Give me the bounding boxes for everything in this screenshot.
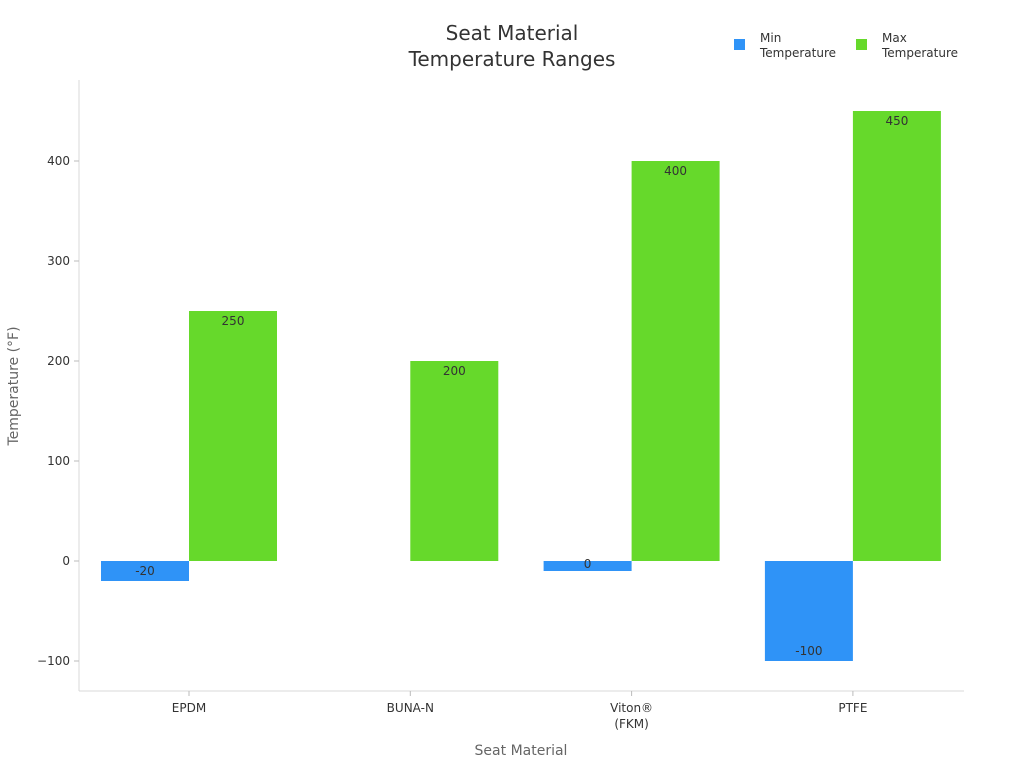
bar-value-label: 200 — [443, 364, 466, 378]
axes: −100 0 100 200 300 400 EPDM BUNA-N Viton® (FKM) PT… — [6, 80, 964, 759]
x-tick-label: (FKM) — [614, 717, 649, 731]
bar — [631, 161, 720, 561]
legend-swatch — [856, 39, 867, 50]
bar — [189, 311, 277, 561]
bar-value-label: 0 — [584, 557, 592, 571]
bar — [410, 361, 499, 561]
y-tick-label: −100 — [37, 654, 70, 668]
y-tick-label: 0 — [62, 554, 70, 568]
chart-title-line: Temperature Ranges — [408, 47, 616, 71]
y-tick-label: 100 — [47, 454, 70, 468]
x-tick-label: PTFE — [838, 701, 867, 715]
bar-value-label: -20 — [135, 564, 155, 578]
x-tick-label: Viton® — [610, 701, 653, 715]
bar — [852, 111, 941, 561]
chart-title-line: Seat Material — [446, 21, 579, 45]
bar — [101, 561, 189, 581]
legend-label: Temperature — [759, 46, 836, 60]
x-tick-label: EPDM — [172, 701, 206, 715]
bar-value-label: 400 — [664, 164, 687, 178]
bar-value-label: 250 — [222, 314, 245, 328]
bar-value-label: 450 — [885, 114, 908, 128]
bar — [764, 561, 853, 661]
y-tick-label: 200 — [47, 354, 70, 368]
legend-label: Min — [760, 31, 781, 45]
x-tick-label: BUNA-N — [387, 701, 434, 715]
legend-label: Max — [882, 31, 907, 45]
bars — [101, 111, 941, 661]
bar — [543, 561, 632, 571]
y-tick-label: 400 — [47, 154, 70, 168]
bar-value-label: -100 — [795, 644, 822, 658]
x-axis-title: Seat Material — [475, 743, 568, 759]
y-tick-label: 300 — [47, 254, 70, 268]
legend-label: Temperature — [881, 46, 958, 60]
y-axis-title: Temperature (°F) — [6, 326, 22, 446]
legend-swatch — [734, 39, 745, 50]
data-labels: -20 0 -100 250 200 400 450 — [135, 114, 908, 658]
